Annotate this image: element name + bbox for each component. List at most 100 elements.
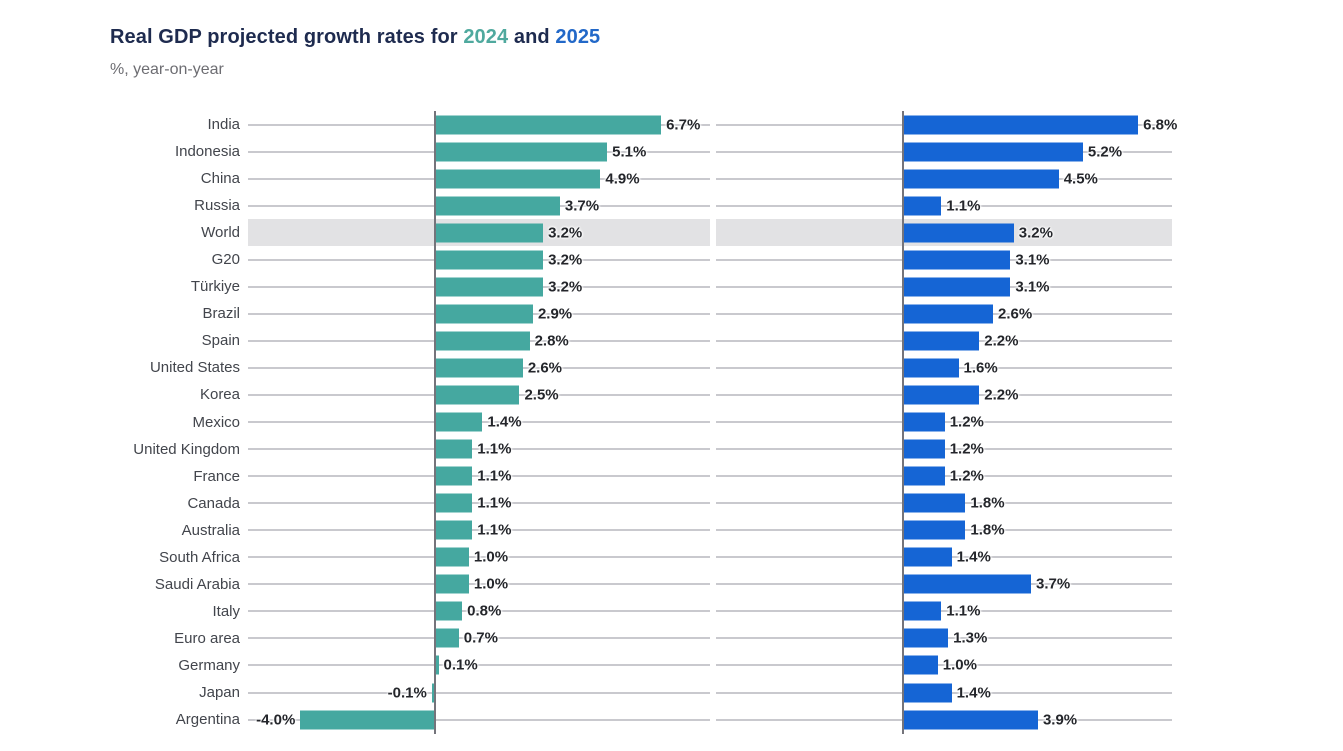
bar-2025-t-rkiye bbox=[903, 277, 1011, 297]
bar-2025-korea bbox=[903, 385, 980, 405]
category-label-india: India bbox=[207, 116, 240, 134]
value-label-2025-world: 3.2% bbox=[1018, 224, 1053, 242]
chart-row-g20: 3.2% bbox=[248, 246, 710, 273]
zero-axis-line-2025 bbox=[902, 111, 905, 734]
value-label-2024-south-africa: 1.0% bbox=[473, 548, 509, 566]
bar-2025-italy bbox=[903, 601, 942, 621]
chart-row-japan: -0.1% bbox=[248, 679, 710, 706]
value-label-2025-t-rkiye: 3.1% bbox=[1015, 278, 1050, 296]
value-label-2025-korea: 2.2% bbox=[984, 386, 1019, 404]
chart-row-canada: 1.8% bbox=[716, 490, 1172, 517]
bar-2024-italy bbox=[435, 601, 463, 621]
chart-row-united-states: 2.6% bbox=[248, 354, 710, 381]
value-label-2024-russia: 3.7% bbox=[564, 197, 600, 215]
category-label-united-kingdom: United Kingdom bbox=[133, 440, 240, 458]
category-label-spain: Spain bbox=[201, 332, 240, 350]
bar-2024-south-africa bbox=[435, 547, 469, 567]
chart-row-canada: 1.1% bbox=[248, 490, 710, 517]
value-label-2024-australia: 1.1% bbox=[477, 521, 512, 539]
chart-row-south-africa: 1.4% bbox=[716, 544, 1172, 571]
value-label-2025-russia: 1.1% bbox=[946, 197, 981, 215]
bar-2024-russia bbox=[435, 196, 560, 216]
gridline bbox=[248, 529, 710, 532]
category-label-g20: G20 bbox=[211, 251, 240, 269]
bar-2025-euro-area bbox=[903, 628, 949, 648]
chart-row-saudi-arabia: 1.0% bbox=[248, 571, 710, 598]
value-label-2024-japan: -0.1% bbox=[387, 684, 427, 701]
value-label-2024-t-rkiye: 3.2% bbox=[548, 278, 583, 296]
bar-2024-france bbox=[435, 466, 473, 486]
chart-row-euro-area: 1.3% bbox=[716, 625, 1172, 652]
value-label-2025-south-africa: 1.4% bbox=[956, 548, 991, 566]
value-label-2024-korea: 2.5% bbox=[524, 386, 559, 404]
value-label-2025-brazil: 2.6% bbox=[998, 305, 1033, 323]
chart-row-australia: 1.8% bbox=[716, 517, 1172, 544]
bar-2024-germany bbox=[435, 655, 439, 675]
chart-row-australia: 1.1% bbox=[248, 517, 710, 544]
bar-2024-saudi-arabia bbox=[435, 574, 469, 594]
chart-row-russia: 1.1% bbox=[716, 192, 1172, 219]
chart-row-india: 6.7% bbox=[248, 111, 710, 138]
value-label-2024-g20: 3.2% bbox=[548, 251, 583, 269]
chart-row-indonesia: 5.2% bbox=[716, 138, 1172, 165]
value-label-2024-spain: 2.8% bbox=[534, 332, 569, 350]
category-label-world: World bbox=[201, 224, 240, 242]
chart-title: Real GDP projected growth rates for 2024… bbox=[110, 26, 600, 49]
value-label-2024-indonesia: 5.1% bbox=[612, 143, 647, 161]
value-label-2025-france: 1.2% bbox=[949, 467, 984, 485]
bar-2025-united-states bbox=[903, 358, 959, 378]
chart-row-france: 1.2% bbox=[716, 463, 1172, 490]
chart-row-world: 3.2% bbox=[248, 219, 710, 247]
category-label-t-rkiye: Türkiye bbox=[190, 278, 240, 296]
chart-row-t-rkiye: 3.1% bbox=[716, 273, 1172, 300]
bar-2025-china bbox=[903, 169, 1059, 189]
category-label-australia: Australia bbox=[181, 521, 240, 539]
value-label-2025-germany: 1.0% bbox=[942, 656, 977, 674]
category-label-indonesia: Indonesia bbox=[174, 143, 240, 161]
bar-2025-united-kingdom bbox=[903, 439, 945, 459]
chart-row-germany: 0.1% bbox=[248, 652, 710, 679]
chart-header: Real GDP projected growth rates for 2024… bbox=[110, 26, 600, 79]
value-label-2025-japan: 1.4% bbox=[956, 684, 991, 701]
chart-row-korea: 2.5% bbox=[248, 381, 710, 408]
gridline bbox=[248, 556, 710, 559]
chart-row-china: 4.5% bbox=[716, 165, 1172, 192]
value-label-2024-france: 1.1% bbox=[477, 467, 512, 485]
zero-axis-line-2024 bbox=[434, 111, 437, 734]
bar-2024-united-states bbox=[435, 358, 523, 378]
category-label-saudi-arabia: Saudi Arabia bbox=[154, 575, 240, 593]
value-label-2024-india: 6.7% bbox=[666, 116, 701, 134]
category-label-brazil: Brazil bbox=[202, 305, 240, 323]
chart-row-italy: 1.1% bbox=[716, 598, 1172, 625]
chart-row-argentina: -4.0% bbox=[248, 706, 710, 733]
chart-row-saudi-arabia: 3.7% bbox=[716, 571, 1172, 598]
bar-2024-japan bbox=[431, 683, 436, 702]
bar-2025-world bbox=[903, 223, 1014, 243]
bar-2025-spain bbox=[903, 331, 980, 351]
value-label-2025-australia: 1.8% bbox=[970, 521, 1005, 539]
bar-2024-t-rkiye bbox=[435, 277, 544, 297]
chart-row-world: 3.2% bbox=[716, 219, 1172, 247]
value-label-2024-mexico: 1.4% bbox=[487, 413, 522, 431]
gridline bbox=[248, 502, 710, 505]
title-mid: and bbox=[508, 26, 556, 48]
chart-row-t-rkiye: 3.2% bbox=[248, 273, 710, 300]
chart-row-italy: 0.8% bbox=[248, 598, 710, 625]
chart-row-united-kingdom: 1.1% bbox=[248, 436, 710, 463]
category-label-korea: Korea bbox=[199, 386, 240, 404]
chart-subtitle: %, year-on-year bbox=[110, 61, 224, 78]
category-label-russia: Russia bbox=[194, 197, 240, 215]
chart-row-united-kingdom: 1.2% bbox=[716, 436, 1172, 463]
bar-2024-canada bbox=[435, 493, 473, 513]
bar-2025-mexico bbox=[903, 412, 945, 432]
chart-row-china: 4.9% bbox=[248, 165, 710, 192]
chart-row-russia: 3.7% bbox=[248, 192, 710, 219]
value-label-2024-germany: 0.1% bbox=[443, 656, 478, 674]
bar-2025-saudi-arabia bbox=[903, 574, 1032, 594]
bar-2024-spain bbox=[435, 331, 530, 351]
bar-2024-mexico bbox=[435, 412, 483, 432]
bar-2025-india bbox=[903, 115, 1139, 135]
bar-2024-indonesia bbox=[435, 142, 608, 162]
value-label-2025-united-states: 1.6% bbox=[963, 359, 998, 377]
